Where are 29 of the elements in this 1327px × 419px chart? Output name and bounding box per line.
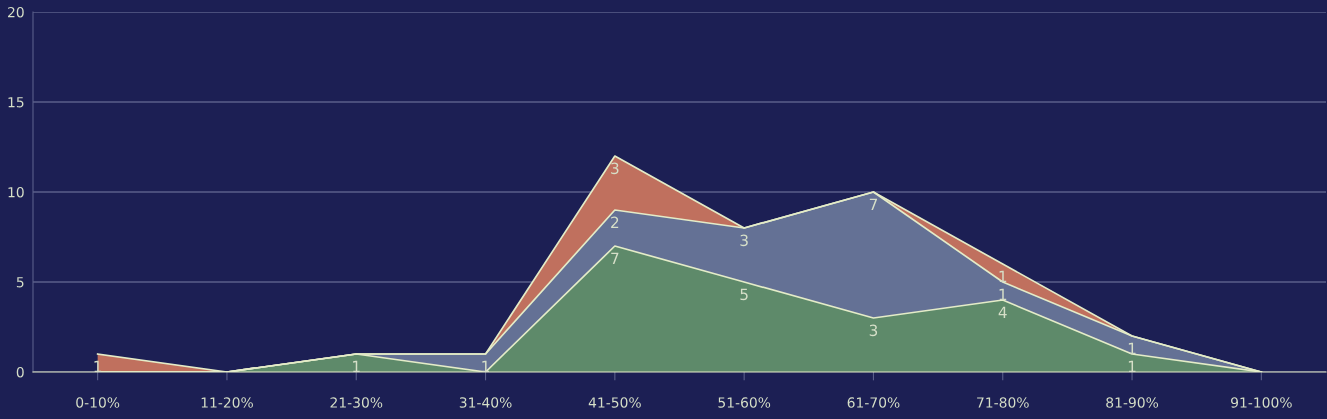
x-tick-label: 61-70% bbox=[847, 397, 900, 408]
data-label: 4 bbox=[998, 306, 1007, 318]
data-label: 7 bbox=[869, 198, 877, 210]
data-label: 1 bbox=[1128, 360, 1136, 372]
data-label: 3 bbox=[740, 234, 748, 247]
data-label: 1 bbox=[999, 270, 1007, 282]
data-label: 1 bbox=[1128, 342, 1136, 354]
x-tick-label: 31-40% bbox=[459, 397, 512, 408]
data-label: 2 bbox=[611, 216, 619, 228]
data-label: 5 bbox=[740, 288, 748, 301]
data-label: 1 bbox=[999, 288, 1007, 300]
data-label: 1 bbox=[482, 360, 489, 372]
x-tick-label: 41-50% bbox=[588, 397, 641, 408]
y-tick-label: 0 bbox=[16, 366, 24, 378]
x-tick-label: 21-30% bbox=[330, 397, 383, 408]
x-tick-label: 81-90% bbox=[1106, 397, 1159, 408]
data-label: 3 bbox=[611, 162, 619, 175]
x-tick-label: 71-80% bbox=[977, 397, 1029, 408]
data-label: 1 bbox=[353, 360, 360, 372]
x-tick-label: 91-100% bbox=[1231, 397, 1292, 408]
x-tick-label: 51-60% bbox=[718, 397, 771, 408]
y-tick-label: 15 bbox=[8, 97, 24, 108]
data-label: 3 bbox=[869, 324, 878, 337]
x-tick-label: 0-10% bbox=[76, 397, 120, 408]
x-tick-label: 11-20% bbox=[201, 397, 253, 408]
y-tick-label: 5 bbox=[16, 277, 24, 288]
data-label: 7 bbox=[611, 252, 619, 264]
y-tick-label: 10 bbox=[8, 186, 24, 198]
y-tick-label: 20 bbox=[8, 6, 24, 18]
